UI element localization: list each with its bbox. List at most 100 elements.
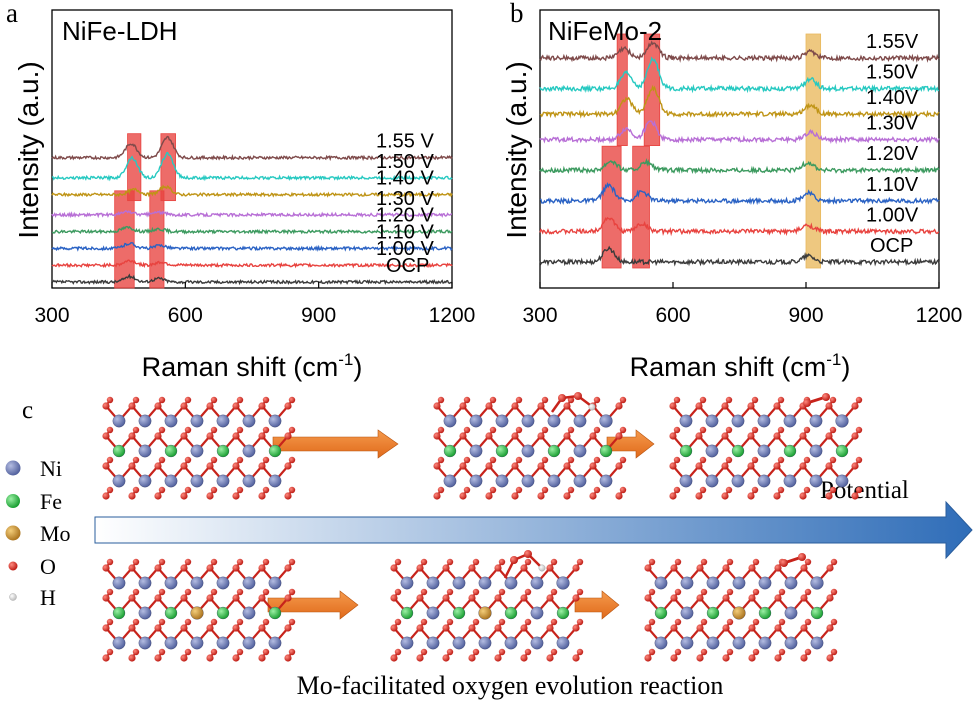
legend-ni-label: Ni (40, 456, 62, 481)
panel-b-series-4 (539, 120, 940, 145)
panel-b-band-2 (616, 33, 628, 146)
process-arrow-top-1 (272, 429, 399, 459)
slab-top-1-atoms (102, 396, 296, 500)
panel-a-tick-label-0: 300 (34, 304, 69, 327)
panel-b-x-axis-label: Raman shift (cm-1) (630, 350, 851, 382)
slab-bot-3-atoms (644, 558, 838, 662)
slab-bot-2-atoms (390, 558, 584, 662)
legend-o-label: O (40, 554, 56, 579)
legend-mo-sphere (5, 525, 21, 541)
slab-bot-1-atoms (102, 558, 296, 662)
legend-fe-label: Fe (40, 489, 62, 514)
panel-a-x-ticks: 300 600 900 1200 (34, 282, 475, 327)
slab-nifemo-ooh (390, 558, 584, 662)
panel-a-label-7: 1.55 V (376, 131, 434, 153)
panel-a-series (51, 135, 453, 286)
legend-ni-sphere (5, 460, 21, 476)
panel-b-label-1: 1.00V (866, 204, 919, 226)
process-arrow-top-2 (606, 429, 655, 459)
panel-b-series-2 (539, 181, 940, 206)
panel-b-label-0: OCP (870, 235, 913, 257)
panel-a-label-5: 1.40 V (376, 168, 434, 190)
panel-b-band-1 (632, 145, 650, 269)
panel-b-tick-label-0: 300 (522, 304, 557, 327)
panel-b-label-5: 1.40V (866, 87, 919, 109)
legend-o-sphere (8, 561, 18, 571)
panel-a-tick-label-2: 900 (301, 304, 336, 327)
element-legend: Ni Fe Mo O H (5, 456, 71, 610)
legend-fe-sphere (6, 494, 20, 508)
panel-a-band-0 (114, 190, 135, 289)
panel-a-label-4: 1.30 V (376, 188, 434, 210)
ooh-adsorbate-bottom (503, 550, 546, 579)
panel-b-tick-label-3: 1200 (916, 304, 963, 327)
panel-a-letter: a (6, 0, 18, 28)
slab-nife-initial (102, 396, 296, 500)
panel-b-tick-label-2: 900 (788, 304, 823, 327)
panel-b-label-6: 1.50V (866, 62, 919, 84)
panel-b-series-labels: OCP 1.00V 1.10V 1.20V 1.30V 1.40V 1.50V 1.55V (866, 31, 919, 257)
slab-nife-ooh (433, 396, 627, 500)
panel-a-band-3 (160, 133, 176, 202)
panel-b-bands (601, 33, 822, 269)
panel-b-series-7 (539, 40, 940, 63)
panel-b-label-3: 1.20V (866, 143, 919, 165)
panel-b-label-4: 1.30V (866, 113, 919, 135)
ooh-adsorbate-top (550, 392, 596, 413)
legend-h-sphere (9, 593, 17, 601)
panel-a-title: NiFe-LDH (62, 16, 178, 46)
panel-b-label-2: 1.10V (866, 174, 919, 196)
o2-molecule-top (803, 393, 830, 407)
slab-nifemo-o2-release (644, 558, 838, 662)
slab-nifemo-initial (102, 558, 296, 662)
panel-b-label-7: 1.55V (866, 31, 919, 53)
panel-a-label-2: 1.10 V (376, 221, 434, 243)
slab-top-3-atoms (669, 396, 863, 500)
slab-nife-o2-release (669, 396, 863, 500)
panel-a-series-3 (52, 225, 453, 235)
panel-a-band-1 (149, 190, 165, 289)
process-arrow-bottom-2 (574, 590, 620, 620)
panel-a-label-1: 1.00 V (376, 238, 434, 260)
panel-a-y-axis-label: Intensity (a.u.) (13, 61, 44, 238)
panel-a-series-7 (51, 135, 453, 162)
panel-a-series-5 (51, 184, 453, 198)
panel-b-series (539, 40, 940, 267)
panel-c-schematic: c Ni Fe Mo O H Potential (5, 392, 973, 700)
panel-b-x-ticks: 300 600 900 1200 (522, 282, 962, 327)
panel-a-label-0: OCP (386, 255, 429, 277)
panel-b-tick-label-1: 600 (655, 304, 690, 327)
panel-b-series-3 (539, 157, 940, 175)
panel-b-chart: OCP 1.00V 1.10V 1.20V 1.30V 1.40V 1.50V 1.55V 3… (501, 0, 962, 382)
panel-a-series-2 (51, 241, 453, 252)
panel-b-title: NiFeMo-2 (548, 16, 662, 46)
panel-a-series-4 (51, 209, 452, 219)
panel-b-frame (539, 9, 940, 289)
panel-a-label-3: 1.20 V (376, 205, 434, 227)
panel-b-letter: b (510, 0, 524, 28)
panel-b-series-6 (539, 56, 940, 94)
panel-c-letter: c (22, 397, 33, 424)
panel-b-series-1 (539, 216, 940, 237)
panel-a-series-1 (51, 259, 453, 269)
legend-mo-label: Mo (40, 521, 71, 546)
panel-b-band-4 (805, 33, 822, 269)
o2-molecule-bottom (780, 553, 806, 567)
schematic-caption: Mo-facilitated oxygen evolution reaction (297, 671, 724, 700)
panel-a-frame (51, 9, 453, 289)
potential-arrow (94, 500, 973, 560)
panel-b-y-axis-label: Intensity (a.u.) (501, 61, 532, 238)
panel-b-band-0 (601, 145, 622, 269)
panel-a-series-0 (51, 273, 453, 286)
panel-a-label-6: 1.50 V (376, 151, 434, 173)
panel-a-tick-label-3: 1200 (429, 304, 476, 327)
slab-top-2-atoms (433, 396, 627, 500)
panel-a-series-6 (51, 151, 453, 182)
panel-a-x-axis-label: Raman shift (cm-1) (142, 350, 363, 382)
panel-b-series-5 (539, 84, 940, 119)
panel-a-tick-label-1: 600 (168, 304, 203, 327)
legend-h-label: H (40, 585, 56, 610)
